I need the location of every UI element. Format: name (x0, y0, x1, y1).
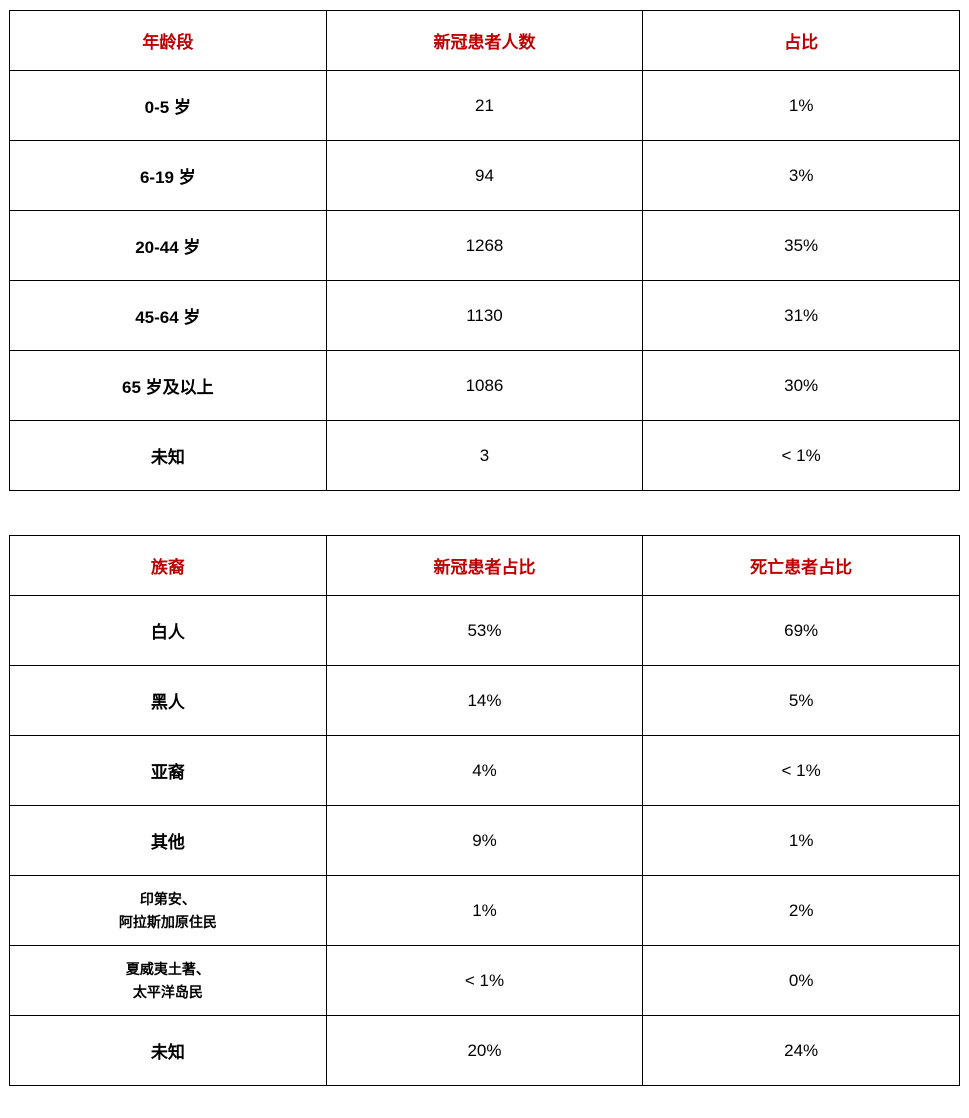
table-row: 黑人 14% 5% (9, 665, 960, 736)
age-group-label: 65 岁及以上 (9, 350, 327, 421)
table-row: 白人 53% 69% (9, 595, 960, 666)
percentage-value: 35% (642, 210, 960, 281)
case-percentage-value: 14% (325, 665, 644, 736)
age-table: 年龄段 新冠患者人数 占比 0-5 岁 21 1% 6-19 岁 94 3% 2… (9, 10, 960, 491)
table-row: 夏威夷土著、 太平洋岛民 < 1% 0% (9, 945, 960, 1016)
table-row: 亚裔 4% < 1% (9, 735, 960, 806)
age-group-label: 20-44 岁 (9, 210, 327, 281)
ethnicity-label: 印第安、 阿拉斯加原住民 (9, 875, 327, 946)
table-header-row: 族裔 新冠患者占比 死亡患者占比 (9, 535, 960, 596)
table-spacer (9, 491, 960, 535)
table-row: 0-5 岁 21 1% (9, 70, 960, 141)
case-percentage-value: 9% (325, 805, 644, 876)
ethnicity-label: 白人 (9, 595, 327, 666)
ethnicity-table-header-death-percentage: 死亡患者占比 (642, 535, 960, 596)
table-row: 未知 3 < 1% (9, 420, 960, 491)
case-percentage-value: 20% (325, 1015, 644, 1086)
age-group-label: 0-5 岁 (9, 70, 327, 141)
death-percentage-value: 2% (642, 875, 960, 946)
patient-count-value: 21 (325, 70, 644, 141)
case-percentage-value: < 1% (325, 945, 644, 1016)
case-percentage-value: 53% (325, 595, 644, 666)
death-percentage-value: 69% (642, 595, 960, 666)
age-table-header-patient-count: 新冠患者人数 (325, 10, 644, 71)
table-row: 印第安、 阿拉斯加原住民 1% 2% (9, 875, 960, 946)
case-percentage-value: 4% (325, 735, 644, 806)
patient-count-value: 1130 (325, 280, 644, 351)
death-percentage-value: < 1% (642, 735, 960, 806)
percentage-value: 1% (642, 70, 960, 141)
percentage-value: 30% (642, 350, 960, 421)
death-percentage-value: 24% (642, 1015, 960, 1086)
patient-count-value: 1268 (325, 210, 644, 281)
percentage-value: 31% (642, 280, 960, 351)
table-row: 65 岁及以上 1086 30% (9, 350, 960, 421)
death-percentage-value: 5% (642, 665, 960, 736)
ethnicity-table-header-case-percentage: 新冠患者占比 (325, 535, 644, 596)
age-group-label: 6-19 岁 (9, 140, 327, 211)
ethnicity-table-header-ethnicity: 族裔 (9, 535, 327, 596)
age-table-header-percentage: 占比 (642, 10, 960, 71)
ethnicity-label: 亚裔 (9, 735, 327, 806)
table-row: 其他 9% 1% (9, 805, 960, 876)
death-percentage-value: 1% (642, 805, 960, 876)
ethnicity-label: 其他 (9, 805, 327, 876)
table-header-row: 年龄段 新冠患者人数 占比 (9, 10, 960, 71)
ethnicity-label: 未知 (9, 1015, 327, 1086)
age-table-header-age-group: 年龄段 (9, 10, 327, 71)
ethnicity-label: 夏威夷土著、 太平洋岛民 (9, 945, 327, 1016)
patient-count-value: 3 (325, 420, 644, 491)
table-row: 20-44 岁 1268 35% (9, 210, 960, 281)
table-row: 未知 20% 24% (9, 1015, 960, 1086)
age-group-label: 未知 (9, 420, 327, 491)
ethnicity-label: 黑人 (9, 665, 327, 736)
percentage-value: 3% (642, 140, 960, 211)
patient-count-value: 94 (325, 140, 644, 211)
percentage-value: < 1% (642, 420, 960, 491)
table-row: 6-19 岁 94 3% (9, 140, 960, 211)
ethnicity-table: 族裔 新冠患者占比 死亡患者占比 白人 53% 69% 黑人 14% 5% 亚裔… (9, 535, 960, 1086)
age-group-label: 45-64 岁 (9, 280, 327, 351)
patient-count-value: 1086 (325, 350, 644, 421)
case-percentage-value: 1% (325, 875, 644, 946)
death-percentage-value: 0% (642, 945, 960, 1016)
table-row: 45-64 岁 1130 31% (9, 280, 960, 351)
